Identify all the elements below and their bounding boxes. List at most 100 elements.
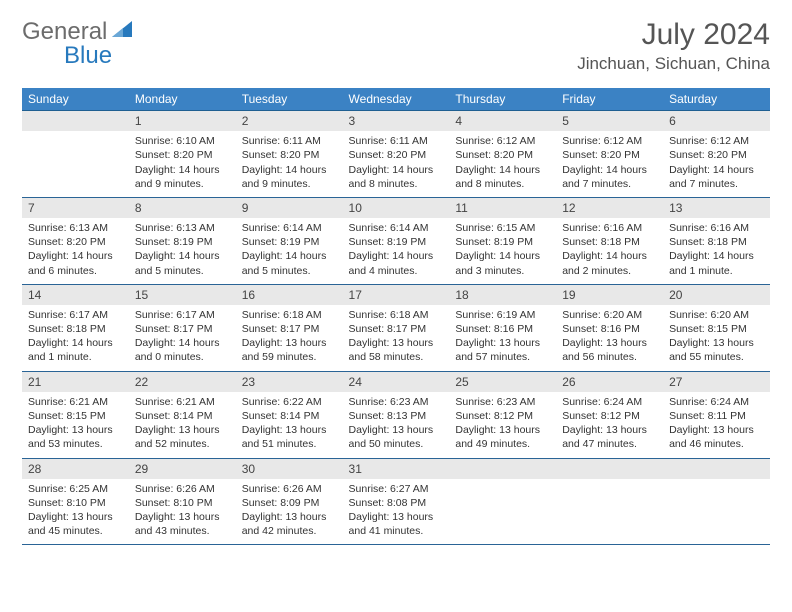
day-detail-line: Sunrise: 6:21 AM [28, 395, 123, 409]
day-details: Sunrise: 6:21 AMSunset: 8:15 PMDaylight:… [22, 392, 129, 458]
day-number: 23 [236, 372, 343, 392]
day-number: 28 [22, 459, 129, 479]
calendar-cell: 19Sunrise: 6:20 AMSunset: 8:16 PMDayligh… [556, 284, 663, 371]
day-details: Sunrise: 6:16 AMSunset: 8:18 PMDaylight:… [663, 218, 770, 284]
day-detail-line: Sunset: 8:10 PM [28, 496, 123, 510]
day-detail-line: Sunset: 8:20 PM [349, 148, 444, 162]
calendar-cell: 1Sunrise: 6:10 AMSunset: 8:20 PMDaylight… [129, 111, 236, 198]
day-detail-line: Sunset: 8:08 PM [349, 496, 444, 510]
day-detail-line: Sunrise: 6:15 AM [455, 221, 550, 235]
day-detail-line: Sunrise: 6:17 AM [28, 308, 123, 322]
day-detail-line: Sunset: 8:17 PM [349, 322, 444, 336]
day-details: Sunrise: 6:23 AMSunset: 8:13 PMDaylight:… [343, 392, 450, 458]
day-number: 17 [343, 285, 450, 305]
day-header: Saturday [663, 88, 770, 111]
day-detail-line: Sunrise: 6:18 AM [349, 308, 444, 322]
day-detail-line: Sunset: 8:19 PM [349, 235, 444, 249]
day-details: Sunrise: 6:19 AMSunset: 8:16 PMDaylight:… [449, 305, 556, 371]
day-detail-line: Sunset: 8:15 PM [669, 322, 764, 336]
day-detail-line: Sunset: 8:14 PM [135, 409, 230, 423]
calendar-week-row: 1Sunrise: 6:10 AMSunset: 8:20 PMDaylight… [22, 111, 770, 198]
day-details: Sunrise: 6:11 AMSunset: 8:20 PMDaylight:… [343, 131, 450, 197]
day-detail-line: Daylight: 13 hours and 56 minutes. [562, 336, 657, 364]
calendar-cell: 31Sunrise: 6:27 AMSunset: 8:08 PMDayligh… [343, 458, 450, 545]
day-header: Sunday [22, 88, 129, 111]
calendar-cell: 7Sunrise: 6:13 AMSunset: 8:20 PMDaylight… [22, 197, 129, 284]
day-details: Sunrise: 6:20 AMSunset: 8:16 PMDaylight:… [556, 305, 663, 371]
day-number: 16 [236, 285, 343, 305]
day-detail-line: Sunset: 8:19 PM [135, 235, 230, 249]
day-detail-line: Daylight: 13 hours and 51 minutes. [242, 423, 337, 451]
calendar-cell: 20Sunrise: 6:20 AMSunset: 8:15 PMDayligh… [663, 284, 770, 371]
day-number: 20 [663, 285, 770, 305]
day-number [22, 111, 129, 131]
day-detail-line: Daylight: 13 hours and 53 minutes. [28, 423, 123, 451]
day-details: Sunrise: 6:22 AMSunset: 8:14 PMDaylight:… [236, 392, 343, 458]
day-number: 4 [449, 111, 556, 131]
day-detail-line: Sunrise: 6:24 AM [669, 395, 764, 409]
day-detail-line: Daylight: 14 hours and 9 minutes. [135, 163, 230, 191]
day-number: 9 [236, 198, 343, 218]
day-details: Sunrise: 6:11 AMSunset: 8:20 PMDaylight:… [236, 131, 343, 197]
day-detail-line: Sunrise: 6:22 AM [242, 395, 337, 409]
calendar-cell: 16Sunrise: 6:18 AMSunset: 8:17 PMDayligh… [236, 284, 343, 371]
calendar-table: Sunday Monday Tuesday Wednesday Thursday… [22, 88, 770, 545]
day-detail-line: Sunrise: 6:24 AM [562, 395, 657, 409]
day-detail-line: Daylight: 13 hours and 49 minutes. [455, 423, 550, 451]
day-number: 13 [663, 198, 770, 218]
day-details: Sunrise: 6:14 AMSunset: 8:19 PMDaylight:… [236, 218, 343, 284]
day-number: 21 [22, 372, 129, 392]
calendar-cell: 30Sunrise: 6:26 AMSunset: 8:09 PMDayligh… [236, 458, 343, 545]
calendar-cell: 11Sunrise: 6:15 AMSunset: 8:19 PMDayligh… [449, 197, 556, 284]
day-detail-line: Daylight: 13 hours and 50 minutes. [349, 423, 444, 451]
calendar-cell: 24Sunrise: 6:23 AMSunset: 8:13 PMDayligh… [343, 371, 450, 458]
day-detail-line: Sunrise: 6:26 AM [242, 482, 337, 496]
header: General Blue July 2024 Jinchuan, Sichuan… [22, 18, 770, 74]
day-detail-line: Sunset: 8:17 PM [242, 322, 337, 336]
day-detail-line: Sunset: 8:14 PM [242, 409, 337, 423]
day-detail-line: Sunrise: 6:18 AM [242, 308, 337, 322]
day-detail-line: Daylight: 14 hours and 7 minutes. [669, 163, 764, 191]
day-detail-line: Daylight: 14 hours and 1 minute. [669, 249, 764, 277]
calendar-cell: 5Sunrise: 6:12 AMSunset: 8:20 PMDaylight… [556, 111, 663, 198]
day-number: 27 [663, 372, 770, 392]
day-number: 11 [449, 198, 556, 218]
day-details: Sunrise: 6:17 AMSunset: 8:17 PMDaylight:… [129, 305, 236, 371]
day-details: Sunrise: 6:12 AMSunset: 8:20 PMDaylight:… [556, 131, 663, 197]
day-number: 7 [22, 198, 129, 218]
day-header: Friday [556, 88, 663, 111]
day-detail-line: Daylight: 14 hours and 5 minutes. [242, 249, 337, 277]
day-number: 15 [129, 285, 236, 305]
calendar-cell [449, 458, 556, 545]
calendar-cell: 8Sunrise: 6:13 AMSunset: 8:19 PMDaylight… [129, 197, 236, 284]
day-details: Sunrise: 6:13 AMSunset: 8:20 PMDaylight:… [22, 218, 129, 284]
month-title: July 2024 [577, 18, 770, 52]
title-block: July 2024 Jinchuan, Sichuan, China [577, 18, 770, 74]
day-detail-line: Sunset: 8:09 PM [242, 496, 337, 510]
day-detail-line: Sunrise: 6:20 AM [562, 308, 657, 322]
day-details: Sunrise: 6:20 AMSunset: 8:15 PMDaylight:… [663, 305, 770, 371]
day-detail-line: Sunrise: 6:27 AM [349, 482, 444, 496]
day-detail-line: Sunrise: 6:12 AM [562, 134, 657, 148]
calendar-cell: 12Sunrise: 6:16 AMSunset: 8:18 PMDayligh… [556, 197, 663, 284]
day-number: 31 [343, 459, 450, 479]
day-detail-line: Sunset: 8:18 PM [562, 235, 657, 249]
day-detail-line: Daylight: 13 hours and 42 minutes. [242, 510, 337, 538]
day-detail-line: Sunset: 8:15 PM [28, 409, 123, 423]
day-detail-line: Sunset: 8:18 PM [28, 322, 123, 336]
day-detail-line: Sunset: 8:16 PM [562, 322, 657, 336]
day-detail-line: Sunrise: 6:14 AM [349, 221, 444, 235]
day-detail-line: Sunrise: 6:11 AM [242, 134, 337, 148]
calendar-cell: 28Sunrise: 6:25 AMSunset: 8:10 PMDayligh… [22, 458, 129, 545]
day-detail-line: Sunrise: 6:16 AM [669, 221, 764, 235]
day-number: 19 [556, 285, 663, 305]
day-number: 10 [343, 198, 450, 218]
calendar-cell: 10Sunrise: 6:14 AMSunset: 8:19 PMDayligh… [343, 197, 450, 284]
day-detail-line: Sunset: 8:20 PM [669, 148, 764, 162]
day-details: Sunrise: 6:12 AMSunset: 8:20 PMDaylight:… [449, 131, 556, 197]
day-number: 24 [343, 372, 450, 392]
day-details: Sunrise: 6:18 AMSunset: 8:17 PMDaylight:… [343, 305, 450, 371]
day-number [556, 459, 663, 479]
day-details: Sunrise: 6:25 AMSunset: 8:10 PMDaylight:… [22, 479, 129, 545]
day-detail-line: Sunrise: 6:17 AM [135, 308, 230, 322]
